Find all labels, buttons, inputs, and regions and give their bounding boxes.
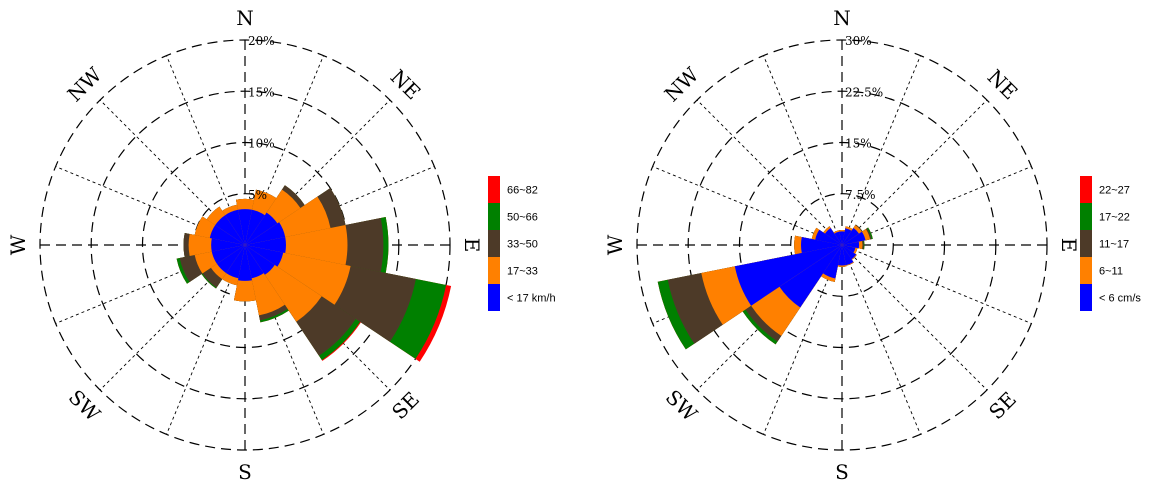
compass-label-s: S [238, 460, 252, 484]
wedge-bin0-WSW [734, 245, 842, 306]
wedge-bin0-ESE [245, 245, 284, 267]
legend-swatch [1080, 176, 1092, 203]
wedge-bin0-ENE [245, 222, 286, 245]
wedge-bin0-NNE [842, 228, 852, 245]
compass-label-sw: SW [661, 385, 703, 427]
ring-label: 15% [248, 85, 275, 99]
spoke-ENE [841, 166, 1032, 246]
ring-label: 5% [248, 188, 267, 202]
spoke-NNW [763, 55, 843, 246]
legend-swatch [488, 176, 500, 203]
ring-label: 30% [845, 34, 872, 48]
compass-label-e: E [1057, 238, 1081, 253]
ring-label: 22.5% [845, 85, 883, 99]
wedge-bin0-NNE [245, 209, 265, 245]
compass-label-s: S [835, 460, 849, 484]
legend-swatch [488, 284, 500, 311]
wedge-bin0-SW [216, 245, 245, 274]
legend-swatch [1080, 284, 1092, 311]
spoke-NNW [166, 55, 246, 246]
wedge-bin0-ESE [842, 245, 856, 253]
wedge-bin0-WSW [211, 245, 245, 264]
wedge-bin1-E [245, 225, 348, 265]
legend-swatch [1080, 257, 1092, 284]
wedge-bin0-SSE [245, 245, 264, 279]
wedge-bin0-WNW [815, 229, 842, 245]
wedge-bin0-NE [245, 212, 278, 245]
ring-2 [738, 141, 946, 349]
wedge-bin0-SSW [823, 245, 842, 279]
spoke-ENE [244, 166, 435, 246]
spoke-NNE [244, 55, 324, 246]
legend-swatch [488, 230, 500, 257]
legend-label: 66~82 [507, 185, 538, 197]
compass-label-w: W [603, 234, 627, 255]
legend-swatch [1080, 230, 1092, 257]
wedge-bin0-W [801, 237, 842, 253]
ring-label: 10% [248, 137, 275, 151]
compass-label-e: E [460, 238, 484, 253]
wedge-bin0-NNW [225, 209, 245, 245]
wedge-bin0-S [838, 245, 846, 266]
wind-rose-left: 5%10%15%20%NNEESESSWWNW66~8250~6633~5017… [6, 6, 556, 484]
ring-label: 15% [845, 137, 872, 151]
compass-label-se: SE [387, 387, 424, 424]
ring-label: 20% [248, 34, 275, 48]
wedge-bin0-NW [215, 215, 245, 245]
wind-rose-right: 7.5%15%22.5%30%NNEESESSWWNW22~2717~2211~… [603, 6, 1141, 484]
compass-label-n: N [833, 6, 851, 30]
wedge-bin0-NW [825, 228, 842, 245]
wedge-bin0-E [842, 241, 860, 249]
compass-label-sw: SW [64, 385, 106, 427]
compass-label-w: W [6, 234, 30, 255]
wedge-bin0-SSE [842, 245, 854, 266]
legend-label: < 17 km/h [507, 293, 556, 305]
legend-label: 11~17 [1099, 239, 1129, 251]
spoke-NNE [841, 55, 921, 246]
wedge-bin0-S [238, 245, 252, 281]
ring-3 [687, 90, 997, 400]
legend-swatch [488, 203, 500, 230]
wedge-bin0-W [211, 238, 245, 252]
ring-4 [39, 39, 451, 451]
legend-label: 50~66 [507, 212, 538, 224]
compass-label-se: SE [984, 387, 1021, 424]
wedge-bin0-SW [779, 245, 842, 308]
ring-1 [790, 193, 894, 297]
ring-4 [636, 39, 1048, 451]
wedge-bin0-WNW [209, 225, 245, 245]
wedge-bin0-E [245, 237, 286, 253]
legend-label: < 6 cm/s [1099, 293, 1141, 305]
wedge-bin0-N [238, 209, 252, 245]
wedge-bin0-SE [842, 245, 857, 260]
wedge-bin0-ENE [842, 231, 866, 245]
legend-label: 6~11 [1099, 266, 1123, 278]
ring-label: 7.5% [845, 188, 876, 202]
compass-label-ne: NE [983, 65, 1023, 105]
legend-swatch [1080, 203, 1092, 230]
legend-swatch [488, 257, 500, 284]
compass-label-n: N [236, 6, 254, 30]
legend-label: 22~27 [1099, 185, 1130, 197]
wedge-bin0-NNW [834, 231, 842, 245]
wedge-bin0-SSW [226, 245, 245, 279]
wedge-bin0-SE [245, 245, 275, 275]
legend-label: 17~33 [507, 266, 538, 278]
wedge-bin0-N [839, 231, 845, 245]
legend-label: 33~50 [507, 239, 538, 251]
wedge-bin0-NE [842, 228, 859, 245]
legend-label: 17~22 [1099, 212, 1130, 224]
compass-label-ne: NE [386, 65, 426, 105]
ring-3 [90, 90, 400, 400]
